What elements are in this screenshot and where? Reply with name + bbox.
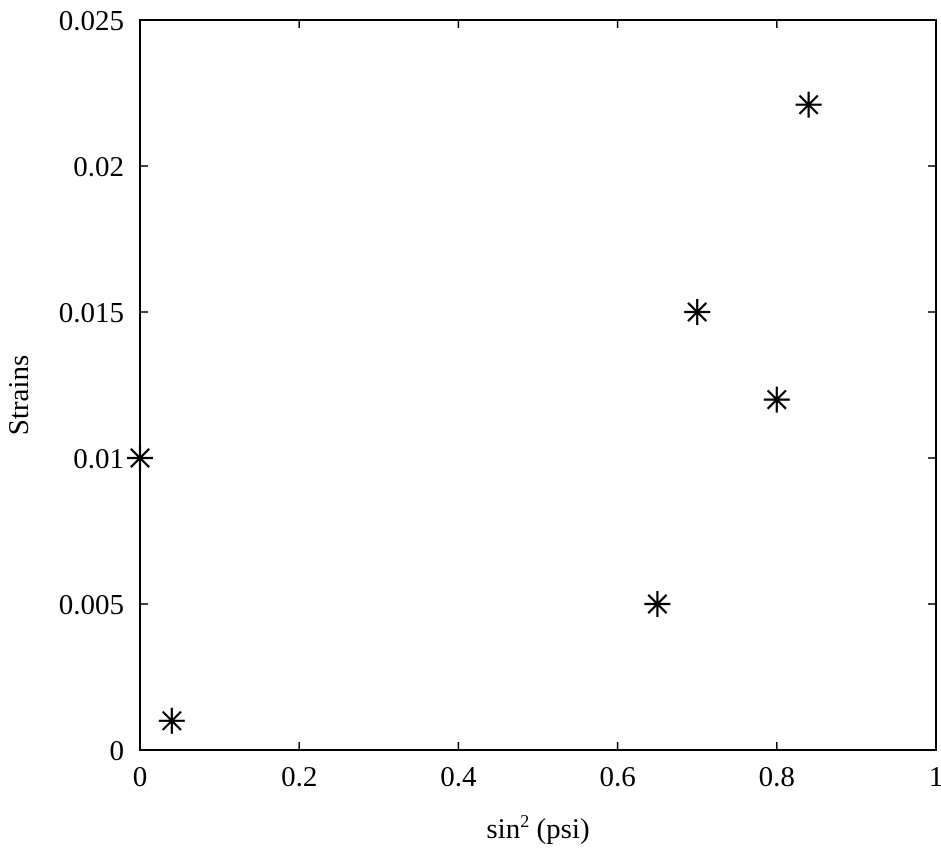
data-point <box>796 92 822 118</box>
data-points <box>127 92 822 734</box>
y-tick: 0.01 <box>73 443 936 475</box>
x-tick-label: 0.8 <box>759 761 795 793</box>
x-tick: 1 <box>929 20 941 793</box>
x-tick: 0.2 <box>281 20 317 793</box>
plot-frame <box>140 20 936 750</box>
x-axis-label-superscript: 2 <box>520 811 529 831</box>
y-tick-label: 0.01 <box>73 443 124 475</box>
x-axis-label-main: sin <box>486 813 520 845</box>
x-axis-label: sin2 (psi) <box>486 811 589 845</box>
y-tick-label: 0 <box>110 735 125 767</box>
x-tick-label: 0.4 <box>440 761 477 793</box>
x-axis-ticks: 0 0.2 0.4 0.6 0.8 1 <box>133 20 941 793</box>
y-tick: 0.02 <box>73 151 936 183</box>
x-axis-label-rest: (psi) <box>529 813 589 845</box>
data-point <box>684 299 710 325</box>
data-point <box>159 708 185 734</box>
y-tick-label: 0.005 <box>59 589 124 621</box>
y-tick: 0.015 <box>59 297 936 329</box>
x-tick-label: 1 <box>929 761 941 793</box>
y-tick: 0.005 <box>59 589 936 621</box>
data-point <box>764 387 790 413</box>
y-axis-ticks: 0 0.005 0.01 0.015 0.02 0.025 <box>59 5 936 767</box>
x-tick-label: 0.6 <box>599 761 635 793</box>
x-tick-label: 0.2 <box>281 761 317 793</box>
y-axis-label: Strains <box>3 355 35 436</box>
data-point <box>127 445 153 471</box>
x-tick: 0.6 <box>599 20 635 793</box>
y-tick-label: 0.015 <box>59 297 124 329</box>
y-tick-label: 0.025 <box>59 5 124 37</box>
x-tick: 0.4 <box>440 20 477 793</box>
y-tick-label: 0.02 <box>73 151 124 183</box>
data-point <box>644 591 670 617</box>
x-tick-label: 0 <box>133 761 148 793</box>
